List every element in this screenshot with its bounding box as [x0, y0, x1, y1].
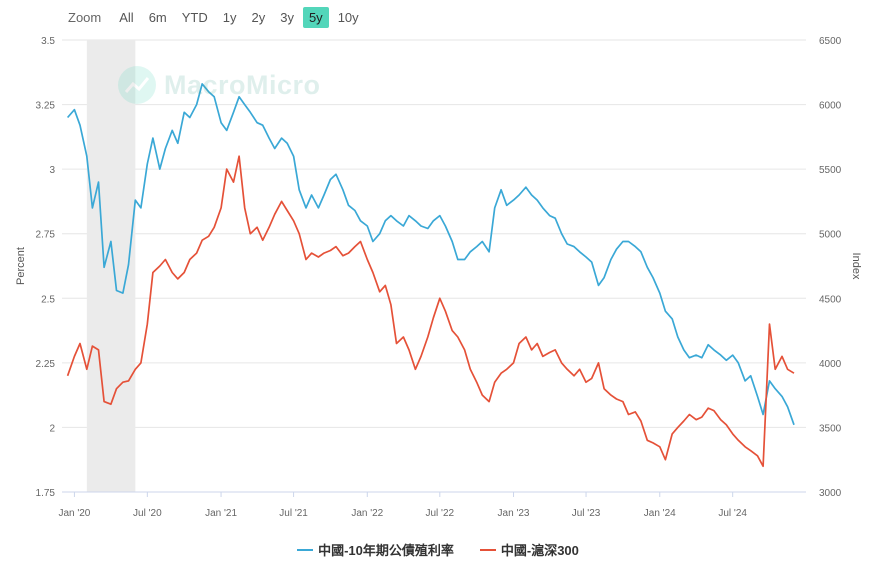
- x-tick-label: Jan '21: [205, 508, 237, 519]
- y-right-tick-label: 4500: [819, 294, 842, 305]
- zoom-all-button[interactable]: All: [119, 9, 134, 25]
- zoom-6m-button[interactable]: 6m: [148, 9, 167, 25]
- legend-label-index: 中國-滬深300: [500, 543, 579, 558]
- series-line-yield: [66, 83, 795, 426]
- zoom-10y-button[interactable]: 10y: [337, 9, 359, 25]
- x-tick-label: Jul '24: [718, 508, 747, 519]
- legend-label-yield: 中國-10年期公債殖利率: [318, 543, 454, 558]
- recession-band: [86, 40, 136, 492]
- x-tick-label: Jul '20: [133, 508, 162, 519]
- y-left-tick-label: 2.25: [36, 359, 56, 370]
- zoom-bar: Zoom All 6m YTD 1y 2y 3y 5y 10y: [62, 5, 368, 29]
- y-right-tick-label: 6000: [819, 101, 842, 112]
- y-right-tick-label: 5000: [819, 230, 842, 241]
- series-lines: [66, 83, 795, 468]
- recession-shading: [86, 40, 136, 492]
- zoom-1y-button[interactable]: 1y: [222, 9, 237, 25]
- zoom-label: Zoom: [68, 9, 102, 25]
- y-right-tick-label: 5500: [819, 165, 842, 176]
- y-right-tick-label: 3500: [819, 423, 842, 434]
- y-left-tick-label: 3: [49, 165, 55, 176]
- series-line-index: [66, 155, 795, 468]
- legend-swatch-index: [479, 548, 496, 551]
- x-tick-label: Jan '20: [58, 508, 90, 519]
- y-right-tick-label: 4000: [819, 359, 842, 370]
- legend-item-index[interactable]: 中國-滬深300: [479, 540, 579, 559]
- x-tick-label: Jul '23: [572, 508, 601, 519]
- y-right-tick-label: 3000: [819, 488, 842, 499]
- legend-item-yield[interactable]: 中國-10年期公債殖利率: [297, 540, 454, 559]
- y-left-tick-label: 3.25: [36, 101, 56, 112]
- y-right-axis-title: Index: [850, 253, 862, 280]
- y-left-tick-label: 2: [49, 423, 55, 434]
- x-tick-labels: Jan '20 Jul '20 Jan '21 Jul '21 Jan '22 Jul '…: [58, 508, 747, 519]
- x-tick-label: Jan '24: [644, 508, 676, 519]
- y-left-tick-label: 3.5: [41, 36, 55, 47]
- zoom-3y-button[interactable]: 3y: [280, 9, 294, 25]
- gridlines: [62, 39, 806, 493]
- zoom-5y-button[interactable]: 5y: [302, 6, 329, 28]
- x-tick-label: Jan '23: [498, 508, 530, 519]
- y-left-tick-labels: 1.75 2 2.25 2.5 2.75 3 3.25 3.5: [36, 36, 56, 499]
- legend-swatch-yield: [297, 548, 314, 551]
- zoom-2y-button[interactable]: 2y: [251, 9, 266, 25]
- axes: [62, 491, 806, 497]
- x-tick-label: Jul '22: [426, 508, 455, 519]
- x-tick-label: Jul '21: [279, 508, 308, 519]
- y-right-tick-label: 6500: [819, 36, 842, 47]
- y-right-tick-labels: 3000 3500 4000 4500 5000 5500 6000 6500: [819, 36, 842, 499]
- legend: 中國-10年期公債殖利率 中國-滬深300: [0, 540, 876, 559]
- x-tick-label: Jan '22: [351, 508, 383, 519]
- zoom-ytd-button[interactable]: YTD: [181, 9, 208, 25]
- y-left-tick-label: 2.75: [36, 230, 56, 241]
- y-left-tick-label: 2.5: [41, 294, 55, 305]
- y-left-tick-label: 1.75: [36, 488, 56, 499]
- y-left-axis-title: Percent: [15, 247, 27, 285]
